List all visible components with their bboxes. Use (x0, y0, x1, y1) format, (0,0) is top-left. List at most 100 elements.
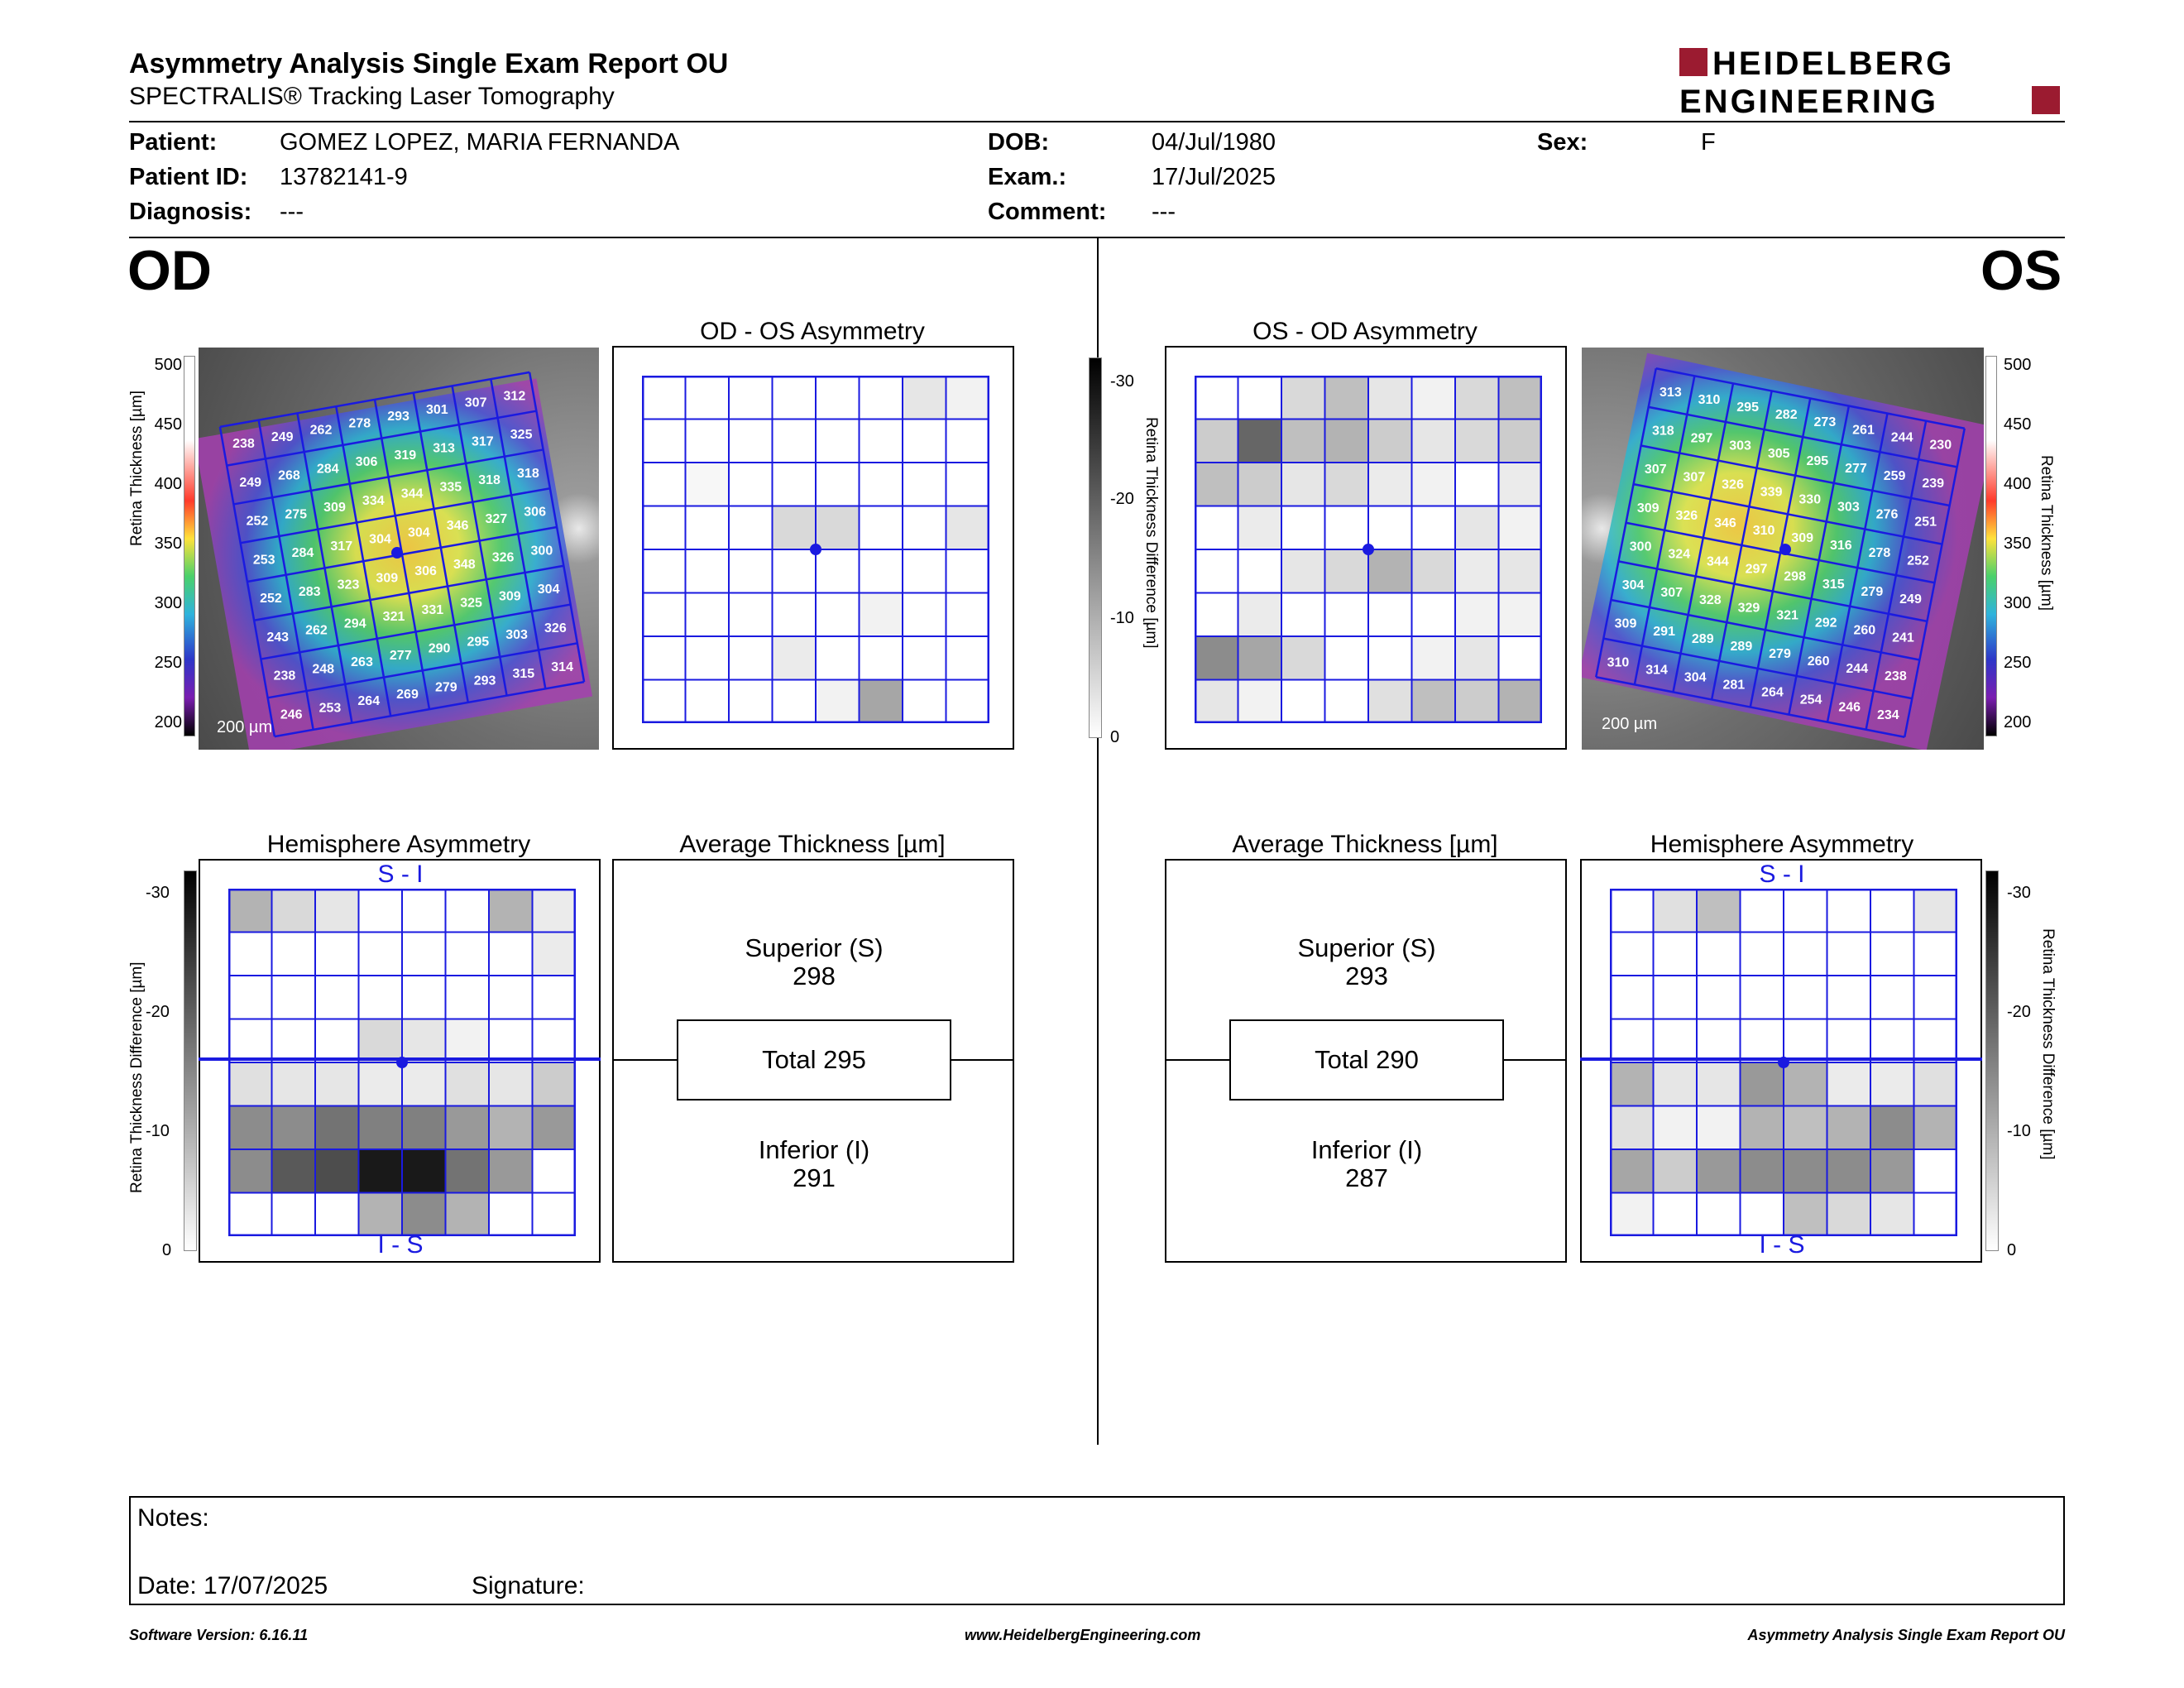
od-tick: 450 (154, 415, 182, 434)
patient-rule (129, 237, 2065, 238)
os-thickness-value: 303 (1837, 501, 1860, 515)
od-thickness-map: 238 249 262 278 293 301 307 312 249 268 284 306 319 3… (199, 348, 599, 750)
os-is-label: I - S (1759, 1231, 1805, 1259)
od-asym-cell (684, 549, 730, 594)
od-thickness-value: 268 (278, 469, 300, 483)
footer-website[interactable]: www.HeidelbergEngineering.com (965, 1627, 1201, 1643)
os-thickness-colorbar (1985, 356, 1997, 736)
od-thickness-value: 278 (348, 416, 371, 430)
od-thickness-value: 243 (266, 631, 289, 645)
od-hemi-cell (314, 975, 360, 1020)
od-hemi-cell (444, 1105, 490, 1150)
od-hemi-tick: 0 (162, 1241, 172, 1259)
os-hemi-cell (1783, 975, 1828, 1020)
od-asym-cell (642, 462, 687, 507)
od-total-box: Total 295 (677, 1019, 951, 1101)
od-asym-cell (684, 376, 730, 420)
od-thickness-value: 325 (460, 597, 482, 611)
od-asym-cell (815, 418, 860, 463)
os-asym-cell (1497, 418, 1542, 463)
os-hemi-cell (1739, 1105, 1784, 1150)
os-hemi-cell (1610, 1105, 1655, 1150)
os-asym-cell (1324, 418, 1369, 463)
od-asym-panel (612, 346, 1014, 750)
od-hemi-cell (228, 889, 273, 933)
os-thickness-value: 318 (1652, 424, 1674, 439)
od-thickness-value: 309 (499, 589, 521, 603)
od-hemi-cell (314, 931, 360, 976)
report-subtitle: SPECTRALIS® Tracking Laser Tomography (129, 83, 615, 110)
os-hemi-tick: -20 (2007, 1003, 2031, 1021)
od-hemi-colorbar (184, 870, 197, 1251)
os-hemi-panel: S - I I - S (1580, 859, 1982, 1263)
od-hemi-cell (228, 1062, 273, 1107)
os-hemi-cell (1696, 1018, 1741, 1063)
os-hemi-cell (1696, 1105, 1741, 1150)
od-asym-border (642, 376, 989, 723)
od-hemi-cell (357, 975, 403, 1020)
od-asym-cell (902, 418, 947, 463)
os-thickness-value: 241 (1892, 631, 1914, 645)
os-thickness-value: 309 (1637, 501, 1660, 516)
od-asym-cell (642, 549, 687, 594)
od-thickness-value: 309 (323, 501, 346, 515)
os-asym-cell (1281, 418, 1326, 463)
os-asym-cell (1497, 679, 1542, 723)
os-hemi-cell (1913, 889, 1957, 933)
os-thickness-value: 292 (1815, 616, 1837, 630)
od-hemi-cell (401, 931, 447, 976)
header-rule (129, 121, 2065, 122)
os-hemi-cell (1696, 889, 1741, 933)
os-thickness-value: 303 (1729, 439, 1751, 453)
od-hemi-cell (444, 975, 490, 1020)
os-hemi-cell (1739, 1192, 1784, 1236)
os-asym-cell (1410, 635, 1456, 681)
os-hemi-border (1610, 889, 1957, 1236)
os-asym-cell (1454, 376, 1500, 420)
od-hemi-grid (228, 889, 576, 1236)
os-asym-cell (1195, 376, 1239, 420)
os-thickness-value: 297 (1691, 432, 1713, 446)
od-asym-cell (684, 418, 730, 463)
os-thickness-value: 282 (1775, 408, 1798, 422)
os-thickness-value: 260 (1808, 655, 1830, 669)
os-asym-cell (1281, 462, 1326, 507)
od-tick: 400 (154, 475, 182, 493)
od-thickness-value: 306 (356, 455, 378, 469)
od-thickness-grid-line (528, 372, 586, 683)
os-hemi-cell (1826, 975, 1871, 1020)
logo-line1: HEIDELBERG (1712, 46, 1954, 82)
od-asym-cell (684, 592, 730, 637)
os-hemi-cell (1652, 1192, 1698, 1236)
os-thickness-grid-line (1603, 637, 1913, 700)
os-tick: 400 (2004, 475, 2032, 493)
os-hemi-cell (1739, 1018, 1784, 1063)
os-asym-cell (1454, 635, 1500, 681)
od-thickness-value: 264 (357, 694, 380, 708)
od-asym-cell (858, 418, 903, 463)
os-asym-cell (1324, 592, 1369, 637)
heidelberg-logo: HEIDELBERG ENGINEERING (1679, 46, 2060, 116)
od-thickness-value: 304 (538, 583, 560, 597)
os-asym-cell (1367, 376, 1413, 420)
os-asym-cell (1367, 635, 1413, 681)
od-asym-cell (858, 592, 903, 637)
notes-label: Notes: (137, 1504, 209, 1532)
od-thickness-value: 290 (429, 642, 451, 656)
od-thickness-value: 248 (312, 662, 334, 676)
os-thickness-value: 239 (1922, 477, 1944, 491)
os-hemi-cell (1610, 1018, 1655, 1063)
os-asym-cell (1497, 592, 1542, 637)
od-hemi-cell (401, 1062, 447, 1107)
od-thickness-value: 263 (351, 655, 373, 669)
os-hemi-cell (1870, 1018, 1915, 1063)
od-hemi-cell (228, 1018, 273, 1063)
od-superior-value: 298 (793, 961, 836, 990)
od-hemi-cell (531, 975, 576, 1020)
os-thickness-value: 295 (1806, 454, 1828, 468)
od-thickness-value: 246 (280, 708, 303, 722)
od-thickness-value: 306 (414, 564, 437, 578)
os-thickness-value: 339 (1760, 485, 1783, 499)
od-thickness-value: 307 (465, 396, 487, 410)
os-asym-cell (1195, 418, 1239, 463)
